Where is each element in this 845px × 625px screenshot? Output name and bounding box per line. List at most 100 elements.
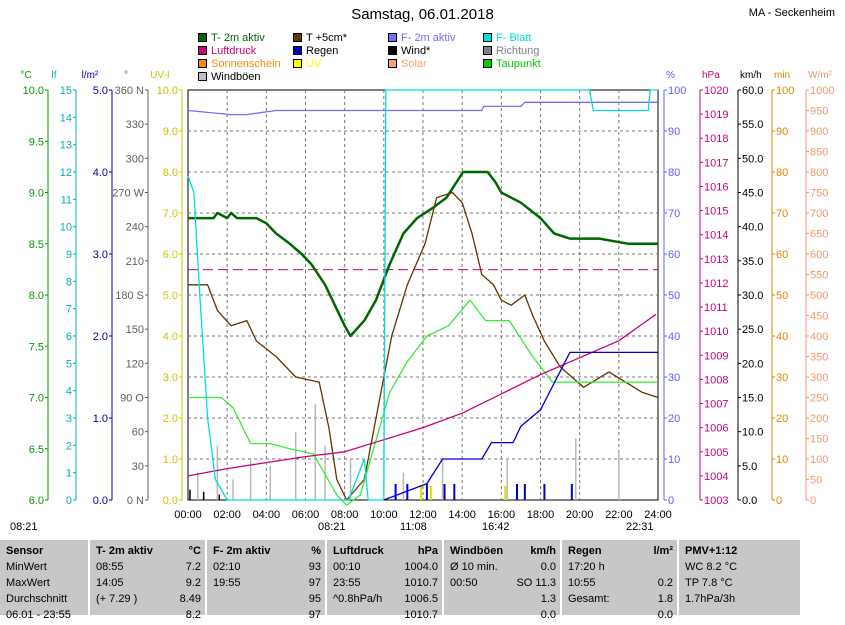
left-tick-label: 9 (66, 249, 72, 261)
x-tick-label: 16:00 (488, 509, 516, 521)
right-tick-label: 20.0 (742, 358, 763, 370)
stats-row: 02:10 93 (213, 561, 321, 573)
x-tick-label: 24:00 (644, 509, 672, 521)
legend-label: Wind* (401, 44, 431, 57)
right-tick-label: 200 (810, 413, 828, 425)
stats-column: Windböen km/h Ø 10 min. 0.0 00:50 SO 11.3 1.3 0… (442, 540, 560, 621)
x-tick-label: 04:00 (253, 509, 281, 521)
left-axis-unit: UV-I (150, 70, 169, 81)
stats-row: 14:05 9.2 (96, 577, 201, 589)
legend-swatch (483, 33, 492, 42)
left-tick-label: 210 (126, 256, 144, 268)
series-regen (383, 351, 658, 501)
right-tick-label: 70 (776, 208, 788, 220)
right-tick-label: 60 (668, 249, 680, 261)
left-tick-label: 10 (60, 222, 72, 234)
legend-swatch (483, 59, 492, 68)
left-tick-label: 4 (66, 386, 72, 398)
right-tick-label: 90 (668, 126, 680, 138)
right-tick-label: 950 (810, 106, 828, 118)
stats-column: F- 2m aktiv% 02:10 93 19:55 97 95 97 (205, 540, 325, 621)
sun-event-label: 16:42 (482, 521, 510, 533)
station-name: MA - Seckenheim (748, 7, 835, 19)
legend-item: Sonnenschein (198, 57, 281, 70)
right-axis-unit: km/h (740, 70, 762, 81)
right-tick-label: 800 (810, 167, 828, 179)
left-tick-label: 13 (60, 140, 72, 152)
left-tick-label: 0.0 (163, 495, 178, 507)
stats-row: Durchschnitt (6, 593, 68, 605)
left-tick-label: 3.0 (93, 249, 108, 261)
stats-header: Regen l/m² (568, 545, 673, 557)
left-axis-unit: l/m² (82, 70, 99, 81)
left-tick-label: 9.0 (163, 126, 178, 138)
sun-event-label: 22:31 (626, 521, 654, 533)
right-tick-label: 0.0 (742, 495, 757, 507)
left-tick-label: 14 (60, 112, 72, 124)
right-tick-label: 55.0 (742, 119, 763, 131)
right-tick-label: 250 (810, 393, 828, 405)
right-tick-label: 25.0 (742, 324, 763, 336)
legend-label: Solar (401, 57, 427, 70)
stats-column: Sensor MinWert MaxWert Durchschnitt 06.01 - … (0, 540, 88, 621)
weather-chart: 00:00 02:00 04:00 06:00 08:00 10:00 12:00 14:00… (10, 70, 834, 533)
x-tick-label: 14:00 (448, 509, 476, 521)
stats-row: 19:55 97 (213, 577, 321, 589)
left-tick-label: 360 N (115, 85, 144, 97)
right-tick-label: 1003 (704, 495, 728, 507)
series-f-blatt (187, 89, 658, 501)
left-tick-label: 0.0 (93, 495, 108, 507)
legend-swatch (293, 59, 302, 68)
right-tick-label: 60.0 (742, 85, 763, 97)
right-tick-label: 550 (810, 270, 828, 282)
left-tick-label: 6 (66, 331, 72, 343)
legend-label: Taupunkt (496, 57, 541, 70)
stats-row: 06.01 - 23:55 (6, 609, 71, 621)
right-tick-label: 0 (810, 495, 816, 507)
right-tick-label: 5.0 (742, 461, 757, 473)
stats-header: Sensor (6, 545, 44, 557)
right-tick-label: 50 (668, 290, 680, 302)
legend-label: F- Blatt (496, 31, 532, 44)
stats-column: Regen l/m² 17:20 h 10:55 0.2 Gesamt: 1.8 0.0 (560, 540, 677, 621)
left-tick-label: 8.0 (29, 290, 44, 302)
right-axis-unit: min (774, 70, 790, 81)
left-tick-label: 5 (66, 358, 72, 370)
right-tick-label: 80 (668, 167, 680, 179)
right-tick-label: 1019 (704, 109, 728, 121)
right-axis-unit: % (666, 70, 675, 81)
right-tick-label: 850 (810, 147, 828, 159)
legend-item: Regen (293, 44, 338, 57)
right-tick-label: 1007 (704, 399, 728, 411)
stats-header: Luftdruck hPa (333, 545, 438, 557)
right-tick-label: 100 (668, 85, 686, 97)
left-tick-label: 150 (126, 324, 144, 336)
legend-item: T- 2m aktiv (198, 31, 265, 44)
legend-label: Sonnenschein (211, 57, 281, 70)
left-tick-label: 12 (60, 167, 72, 179)
x-tick-label: 10:00 (370, 509, 398, 521)
legend-label: Regen (306, 44, 339, 57)
right-axis-unit: hPa (702, 70, 720, 81)
right-tick-label: 450 (810, 311, 828, 323)
legend-label: T +5cm* (306, 31, 348, 44)
left-tick-label: 1.0 (163, 454, 178, 466)
stats-row: 23:55 1010.7 (333, 577, 438, 589)
right-tick-label: 400 (810, 331, 828, 343)
left-tick-label: 4.0 (163, 331, 178, 343)
right-tick-label: 900 (810, 126, 828, 138)
right-tick-label: 10 (776, 454, 788, 466)
left-tick-label: 330 (126, 119, 144, 131)
x-tick-label: 08:00 (331, 509, 359, 521)
legend-item: T +5cm* (293, 31, 347, 44)
legend-item: Luftdruck (198, 44, 256, 57)
x-tick-label: 18:00 (527, 509, 555, 521)
right-tick-label: 10 (668, 454, 680, 466)
stats-row: 00:10 1004.0 (333, 561, 438, 573)
stats-row: WC 8.2 °C (685, 561, 738, 573)
stats-row: 0.0 (540, 609, 556, 621)
stats-row: 1.7hPa/3h (685, 593, 736, 605)
stats-header: PMV+1:12 (685, 545, 738, 557)
left-tick-label: 6.0 (29, 495, 44, 507)
right-tick-label: 350 (810, 352, 828, 364)
